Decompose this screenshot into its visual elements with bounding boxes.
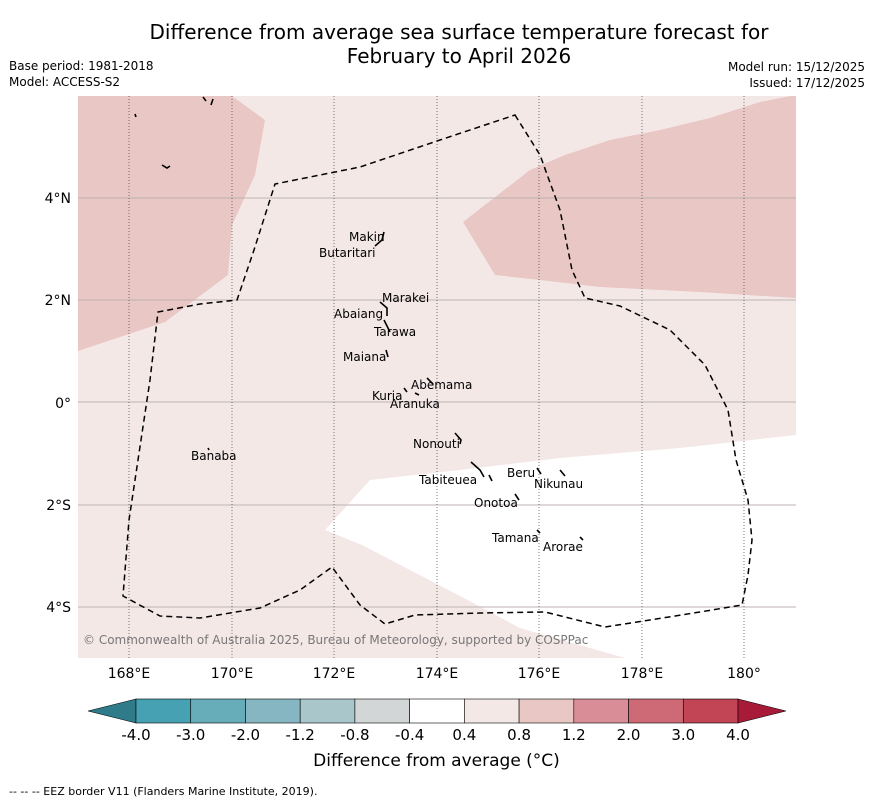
colorbar-segment (409, 698, 465, 724)
eez-border (122, 114, 753, 628)
place-label: Beru (507, 466, 535, 480)
colorbar-tick-label: 0.4 (452, 726, 476, 744)
colorbar-tick-label: 3.0 (671, 726, 695, 744)
colorbar-tick-label: 1.2 (562, 726, 586, 744)
lon-tick-label: 168°E (108, 666, 151, 682)
footnote: -- -- -- EEZ border V11 (Flanders Marine… (9, 785, 318, 798)
colorbar-segment (573, 698, 629, 724)
colorbar-tick-label: -2.0 (231, 726, 260, 744)
colorbar-segment (190, 698, 246, 724)
meta-left: Base period: 1981-2018 Model: ACCESS-S2 (9, 58, 154, 90)
issued-date: Issued: 17/12/2025 (749, 76, 865, 90)
anomaly-region-northeast (463, 96, 796, 298)
colorbar-segment (354, 698, 410, 724)
colorbar-tick-label: 0.8 (507, 726, 531, 744)
lon-tick-label: 170°E (211, 666, 254, 682)
island-outlines (134, 96, 584, 541)
lon-tick-label: 174°E (416, 666, 459, 682)
lon-tick-label: 176°E (518, 666, 561, 682)
place-label: Butaritari (319, 246, 376, 260)
copyright-notice: © Commonwealth of Australia 2025, Bureau… (83, 633, 588, 647)
colorbar-tick-label: -0.8 (340, 726, 369, 744)
colorbar-segment (628, 698, 684, 724)
place-label: Aranuka (390, 397, 440, 411)
place-label: Abaiang (334, 307, 383, 321)
base-period: Base period: 1981-2018 (9, 59, 154, 73)
place-label: Makin (349, 230, 385, 244)
lon-tick-label: 180° (727, 666, 761, 682)
place-label: Onotoa (474, 496, 518, 510)
lat-tick-label: 2°N (45, 293, 71, 309)
colorbar-segment (135, 698, 192, 724)
colorbar-tick-label: -3.0 (176, 726, 205, 744)
colorbar-tick-label: -0.4 (395, 726, 424, 744)
page-title: Difference from average sea surface temp… (0, 20, 873, 68)
place-label: Maiana (343, 350, 386, 364)
lat-tick-label: 4°N (45, 191, 71, 207)
place-label: Tabiteuea (418, 473, 477, 487)
meta-right: Model run: 15/12/2025 Issued: 17/12/2025 (728, 59, 865, 91)
colorbar-label: Difference from average (°C) (313, 751, 560, 771)
anomaly-region-neutral (325, 435, 796, 658)
colorbar-segment (464, 698, 520, 724)
colorbar-tick-label: 2.0 (617, 726, 641, 744)
lat-tick-label: 4°S (46, 600, 71, 616)
colorbar-tick-label: 4.0 (726, 726, 750, 744)
title-line-2: February to April 2026 (346, 44, 572, 68)
colorbar-segment (682, 698, 739, 724)
place-label: Banaba (191, 449, 237, 463)
colorbar-arrow-high (737, 698, 787, 724)
colorbar-tick-label: -4.0 (121, 726, 150, 744)
place-label: Nonouti (413, 437, 460, 451)
model-name: Model: ACCESS-S2 (9, 75, 121, 89)
place-label: Tarawa (373, 325, 416, 339)
place-label: Marakei (382, 291, 429, 305)
place-label: Arorae (543, 540, 583, 554)
place-label: Tamana (491, 531, 539, 545)
lon-tick-label: 172°E (313, 666, 356, 682)
place-label: Kuria (372, 389, 403, 403)
colorbar-segment (245, 698, 301, 724)
colorbar: -4.0 -3.0 -2.0 -1.2 -0.8 -0.4 0.4 0.8 1.2 2.0 3.0 4… (87, 698, 787, 744)
place-label: Nikunau (534, 477, 583, 491)
colorbar-arrow-low (87, 698, 137, 724)
colorbar-segment (299, 698, 356, 724)
lon-tick-label: 178°E (621, 666, 664, 682)
colorbar-segment (518, 698, 575, 724)
lat-tick-label: 2°S (46, 498, 71, 514)
anomaly-region-west (78, 96, 265, 351)
title-line-1: Difference from average sea surface temp… (149, 20, 769, 44)
lat-tick-label: 0° (55, 396, 71, 412)
colorbar-tick-label: -1.2 (286, 726, 315, 744)
model-run: Model run: 15/12/2025 (727, 60, 865, 74)
place-label: Abemama (411, 378, 472, 392)
